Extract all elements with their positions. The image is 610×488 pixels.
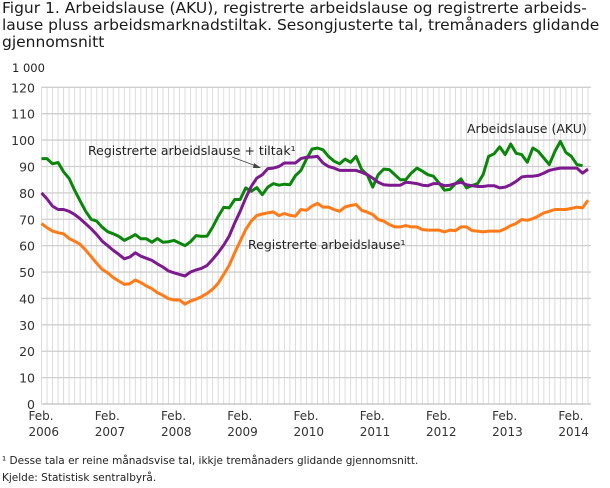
x-tick-label: 2011 [360,425,391,439]
title-line: Figur 1. Arbeidslause (AKU), registrerte… [2,0,587,17]
series-line-0 [41,139,583,248]
footnote: ¹ Desse tala er reine månadsvise tal, ik… [2,455,419,467]
series-annotation: Registrerte arbeidslause + tiltak¹ [88,143,296,158]
x-tick-label: Feb. [426,409,451,423]
title-line: lause pluss arbeidsmarknadstiltak. Seson… [2,16,600,34]
x-tick-label: Feb. [29,409,54,423]
y-tick-label: 0 [27,397,35,412]
series-line-1 [40,154,589,278]
x-tick-label: Feb. [360,409,385,423]
series-line-2 [40,199,590,306]
y-tick-label: 70 [19,212,35,227]
x-tick-label: Feb. [293,409,318,423]
x-tick-label: 2006 [29,425,60,439]
y-tick-label: 100 [11,133,35,148]
x-tick-label: Feb. [95,409,120,423]
y-tick-label: 40 [19,291,35,306]
arrow-head [253,163,261,168]
y-tick-label: 80 [19,186,35,201]
y-axis-unit: 1 000 [12,61,45,75]
x-tick-label: 2010 [293,425,324,439]
series-annotation: Registrerte arbeidslause¹ [248,237,406,252]
y-tick-label: 90 [19,159,35,174]
x-tick-label: 2007 [95,425,126,439]
y-tick-label: 120 [11,80,35,95]
x-tick-label: 2014 [558,425,589,439]
y-tick-label: 110 [11,107,35,122]
x-tick-label: 2013 [492,425,523,439]
y-tick-label: 10 [19,371,35,386]
x-tick-label: Feb. [161,409,186,423]
x-tick-label: Feb. [227,409,252,423]
y-tick-label: 50 [19,265,35,280]
y-tick-label: 60 [19,239,35,254]
x-tick-label: 2012 [426,425,457,439]
x-tick-label: Feb. [558,409,583,423]
title-line: gjennomsnitt [2,33,105,51]
x-tick-label: 2008 [161,425,192,439]
y-tick-label: 30 [19,318,35,333]
source: Kjelde: Statistisk sentralbyrå. [2,472,157,484]
series-annotation: Arbeidslause (AKU) [467,121,587,136]
x-tick-label: Feb. [492,409,517,423]
chart-title: Figur 1. Arbeidslause (AKU), registrerte… [2,0,607,51]
y-tick-label: 20 [19,344,35,359]
x-tick-label: 2009 [227,425,258,439]
